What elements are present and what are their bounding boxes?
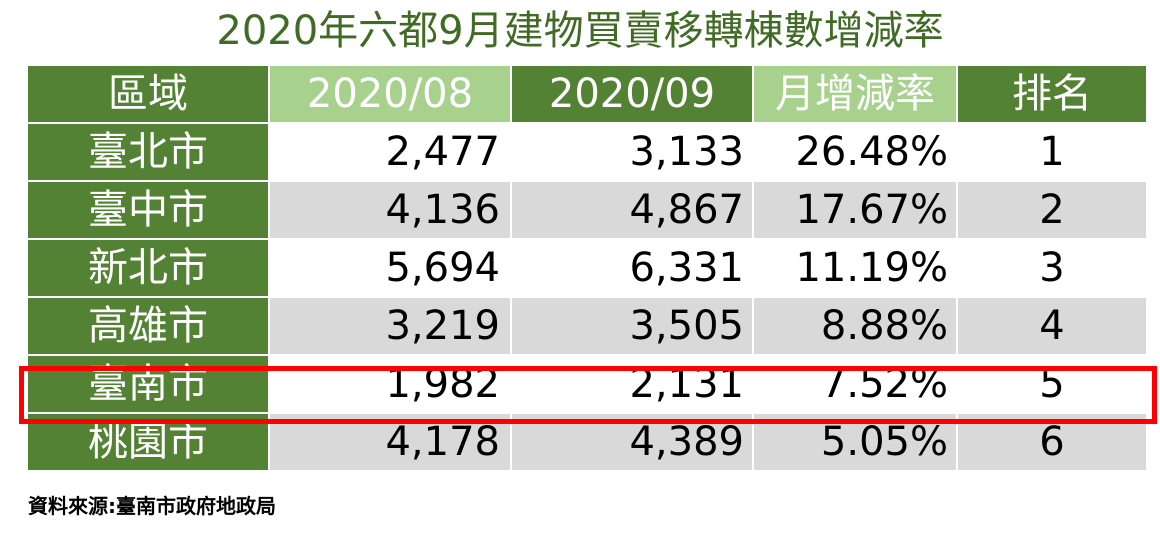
row-rate: 11.19%: [752, 238, 958, 298]
header-rate: 月增減率: [752, 64, 958, 124]
row-rank: 4: [956, 296, 1148, 356]
row-sep: 4,867: [510, 180, 754, 240]
row-rate: 5.05%: [752, 412, 958, 472]
row-aug: 4,178: [268, 412, 512, 472]
row-rank: 3: [956, 238, 1148, 298]
source-note: 資料來源:臺南市政府地政局: [28, 494, 276, 518]
table-row-highlighted: 臺南市 1,982 2,131 7.52% 5: [26, 354, 1148, 414]
row-aug: 2,477: [268, 122, 512, 182]
row-rate: 26.48%: [752, 122, 958, 182]
row-region: 桃園市: [26, 412, 270, 472]
table-row: 桃園市 4,178 4,389 5.05% 6: [26, 412, 1148, 472]
row-rank: 2: [956, 180, 1148, 240]
row-rank: 1: [956, 122, 1148, 182]
table-row: 新北市 5,694 6,331 11.19% 3: [26, 238, 1148, 298]
row-aug: 5,694: [268, 238, 512, 298]
table-row: 臺北市 2,477 3,133 26.48% 1: [26, 122, 1148, 182]
row-rank: 5: [956, 354, 1148, 414]
table-row: 臺中市 4,136 4,867 17.67% 2: [26, 180, 1148, 240]
header-sep: 2020/09: [510, 64, 754, 124]
row-rate: 8.88%: [752, 296, 958, 356]
row-sep: 4,389: [510, 412, 754, 472]
row-aug: 4,136: [268, 180, 512, 240]
row-aug: 3,219: [268, 296, 512, 356]
row-region: 臺北市: [26, 122, 270, 182]
table-header-row: 區域 2020/08 2020/09 月增減率 排名: [26, 64, 1148, 124]
page-title: 2020年六都9月建物買賣移轉棟數增減率: [216, 8, 944, 54]
row-rate: 7.52%: [752, 354, 958, 414]
row-region: 新北市: [26, 238, 270, 298]
header-aug: 2020/08: [268, 64, 512, 124]
row-sep: 3,133: [510, 122, 754, 182]
header-rank: 排名: [956, 64, 1148, 124]
row-rate: 17.67%: [752, 180, 958, 240]
row-sep: 3,505: [510, 296, 754, 356]
row-region: 臺南市: [26, 354, 270, 414]
row-aug: 1,982: [268, 354, 512, 414]
row-rank: 6: [956, 412, 1148, 472]
data-table: 區域 2020/08 2020/09 月增減率 排名 臺北市 2,477 3,1…: [26, 64, 1148, 472]
table-row: 高雄市 3,219 3,505 8.88% 4: [26, 296, 1148, 356]
header-region: 區域: [26, 64, 270, 124]
row-region: 臺中市: [26, 180, 270, 240]
row-region: 高雄市: [26, 296, 270, 356]
row-sep: 2,131: [510, 354, 754, 414]
row-sep: 6,331: [510, 238, 754, 298]
